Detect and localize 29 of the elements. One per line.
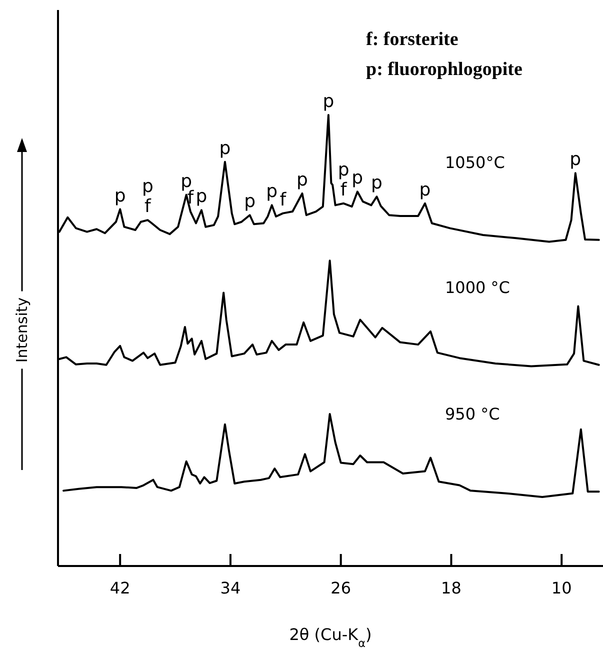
annotation: f bbox=[340, 179, 348, 200]
annotation: p bbox=[266, 181, 278, 202]
text: f: forsterite bbox=[366, 29, 458, 50]
annotation: p bbox=[142, 176, 154, 198]
text: 1050°C bbox=[445, 152, 505, 172]
x-tick-label: 26 bbox=[330, 578, 352, 598]
x-tick-label: 10 bbox=[551, 578, 572, 598]
annotation: p bbox=[371, 172, 382, 194]
x-tick-label: 34 bbox=[220, 578, 241, 598]
x-tick-label: 42 bbox=[110, 578, 130, 598]
annotation: p bbox=[419, 179, 431, 200]
annotation: p bbox=[322, 91, 334, 112]
x-tick-label: 18 bbox=[441, 578, 462, 598]
annotation: p bbox=[114, 185, 126, 206]
y-axis-title: Intensity bbox=[13, 297, 31, 363]
annotation: p bbox=[219, 138, 231, 159]
annotation: p bbox=[570, 149, 582, 170]
annotation: p bbox=[338, 159, 350, 180]
annotation: f bbox=[280, 189, 287, 210]
text: 1000 °C bbox=[445, 278, 510, 297]
annotation: f bbox=[187, 188, 194, 209]
annotation: p bbox=[352, 168, 364, 189]
annotation: p bbox=[244, 191, 256, 212]
annotation: p bbox=[296, 169, 308, 190]
text: 950 °C bbox=[445, 404, 500, 424]
annotation: p bbox=[196, 186, 208, 208]
text: p: fluorophlogopite bbox=[366, 59, 522, 80]
x-axis-title: 2θ (Cu-K$_{α}$) bbox=[289, 625, 372, 650]
annotation: f bbox=[144, 196, 152, 218]
